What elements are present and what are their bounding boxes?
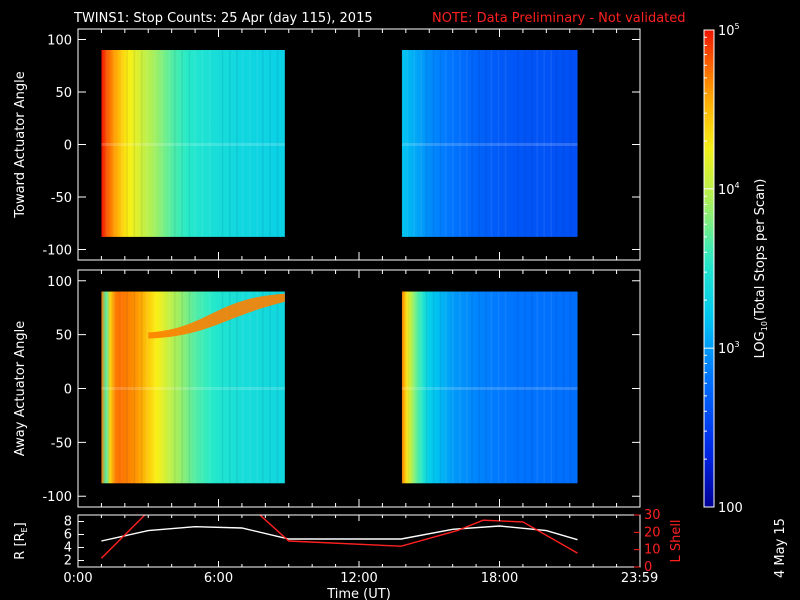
colorbar-label: LOG10(Total Stops per Scan) [753,179,769,359]
y-tick-label: -100 [42,490,72,505]
y-tick-label: 8 [64,515,72,530]
y-tick-label: 0 [64,139,72,154]
y-axis-label: Away Actuator Angle [13,321,28,456]
colorbar-tick-label: 104 [718,181,740,198]
y-tick-label: 50 [55,329,72,344]
radius-series-line [101,525,578,542]
plot-title: TWINS1: Stop Counts: 25 Apr (day 115), 2… [73,11,373,26]
right-y-tick-label: 10 [644,543,661,558]
right-y-axis-label: L Shell [669,519,684,562]
heatmap-block [401,291,578,484]
x-axis-label: Time (UT) [326,587,391,600]
lshell-series-line [100,515,578,559]
heatmap-block [101,50,285,237]
x-tick-label: 23:59 [621,571,658,586]
y-tick-label: -50 [51,191,72,206]
x-tick-label: 12:00 [340,571,377,586]
colorbar-tick-label: 103 [718,340,740,357]
y-tick-label: 2 [64,554,72,569]
left-y-axis-label: R [RE] [13,522,29,559]
y-tick-label: 100 [47,34,72,49]
right-y-tick-label: 20 [644,525,661,540]
y-tick-label: 6 [64,528,72,543]
y-tick-label: 4 [64,541,72,556]
colorbar-tick-label: 100 [718,501,743,516]
date-stamp: 4 May 15 [773,518,788,578]
toward-actuator-panel: -100 -50 0 50 100 Toward Actuator Angle [13,28,641,261]
y-tick-label: 0 [64,383,72,398]
y-tick-label: 50 [55,86,72,101]
x-tick-label: 18:00 [481,571,518,586]
y-tick-label: 100 [47,275,72,290]
high-count-streak [148,293,285,339]
preliminary-note: NOTE: Data Preliminary - Not validated [432,11,686,26]
y-tick-label: -50 [51,436,72,451]
right-y-tick-label: 30 [644,508,661,523]
y-axis-label: Toward Actuator Angle [13,71,28,218]
colorbar: 105 104 103 100 LOG10(Total Stops per Scan) [703,22,769,516]
colorbar-gradient [704,30,714,507]
y-tick-label: -100 [42,244,72,259]
heatmap-block [401,50,578,237]
x-tick-label: 6:00 [204,571,233,586]
away-actuator-panel: -100 -50 0 50 100 Away Actuator Angle [13,269,641,508]
colorbar-tick-label: 105 [718,22,740,39]
right-y-tick-label: 0 [644,560,652,575]
x-tick-label: 0:00 [63,571,92,586]
